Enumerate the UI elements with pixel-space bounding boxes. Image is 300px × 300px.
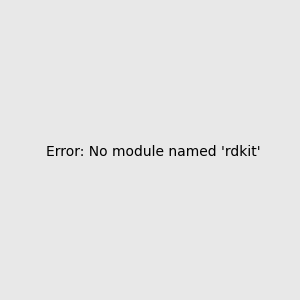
Text: Error: No module named 'rdkit': Error: No module named 'rdkit' <box>46 145 261 158</box>
